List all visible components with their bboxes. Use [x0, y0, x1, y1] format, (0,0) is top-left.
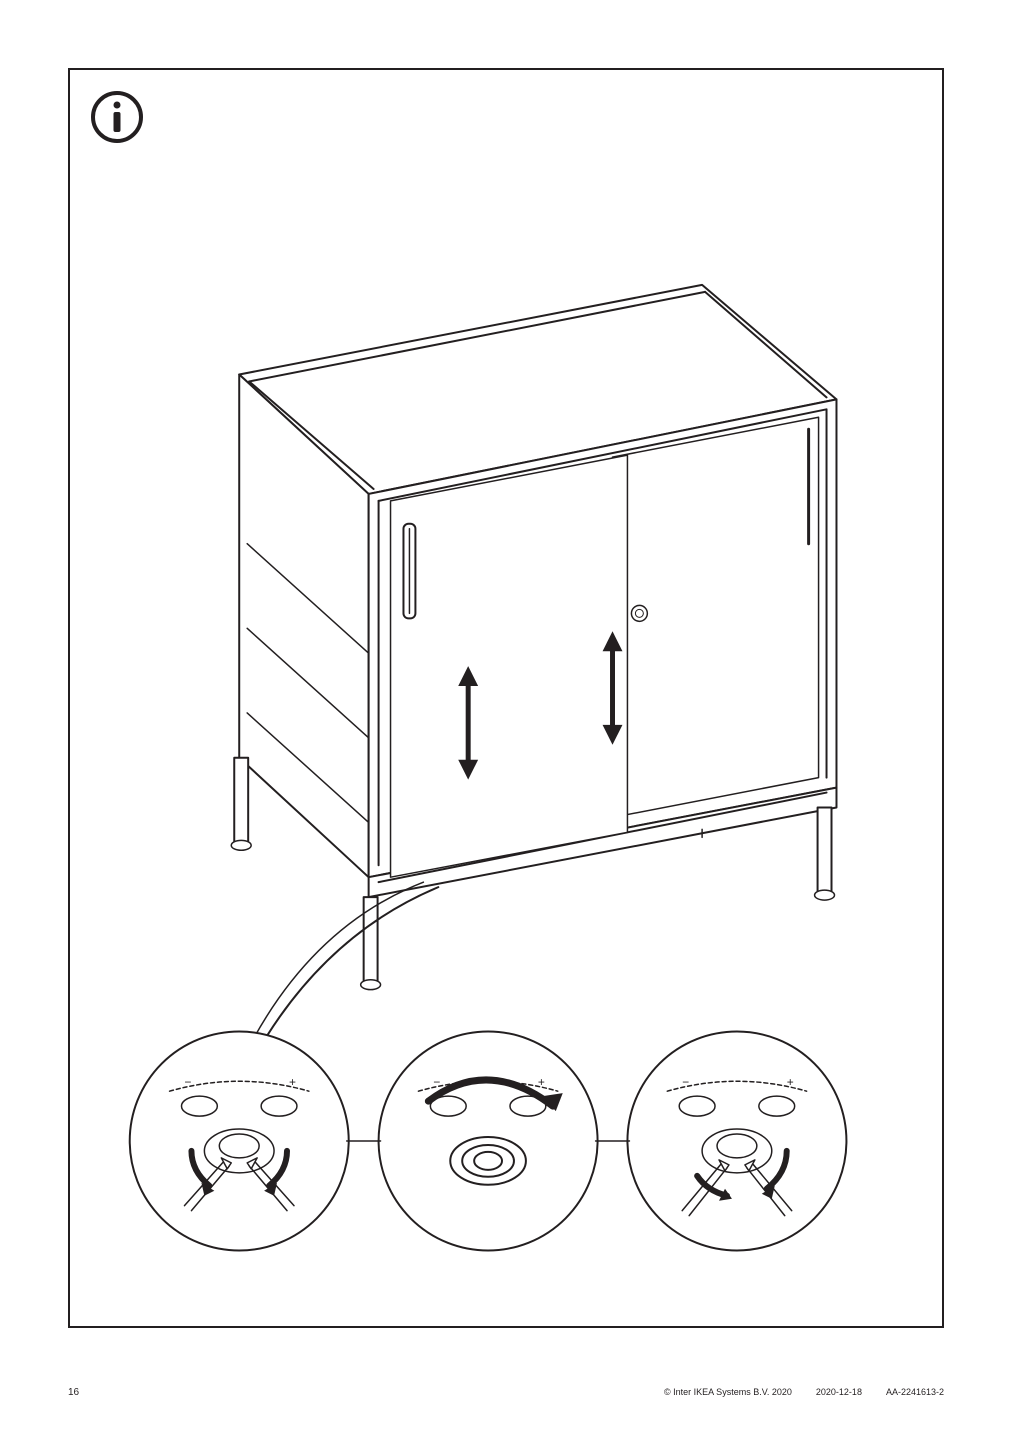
assembly-diagram: − +	[70, 70, 942, 1326]
doc-date: 2020-12-18	[816, 1387, 862, 1397]
page-footer: 16 © Inter IKEA Systems B.V. 2020 2020-1…	[68, 1387, 944, 1398]
svg-text:−: −	[184, 1075, 191, 1089]
instruction-frame: − +	[68, 68, 944, 1328]
svg-text:−: −	[433, 1075, 440, 1089]
page-number: 16	[68, 1387, 79, 1398]
svg-text:+: +	[787, 1075, 794, 1089]
svg-text:+: +	[538, 1075, 545, 1089]
footer-meta: © Inter IKEA Systems B.V. 2020 2020-12-1…	[664, 1387, 944, 1397]
copyright: © Inter IKEA Systems B.V. 2020	[664, 1387, 792, 1397]
svg-text:−: −	[682, 1075, 689, 1089]
svg-text:+: +	[289, 1075, 296, 1089]
doc-code: AA-2241613-2	[886, 1387, 944, 1397]
